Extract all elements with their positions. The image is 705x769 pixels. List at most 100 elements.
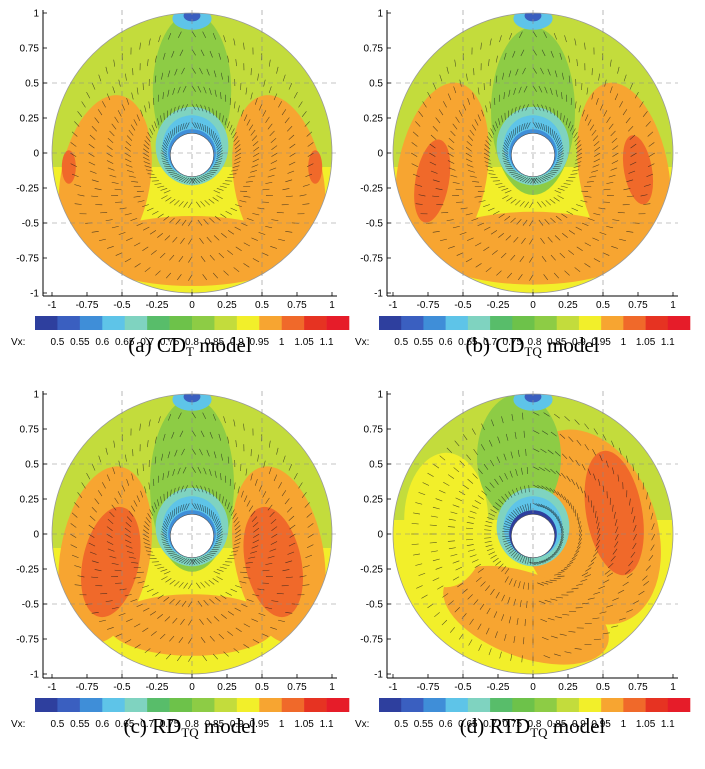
velocity-vector xyxy=(246,218,254,221)
contour-lobe-bottom xyxy=(443,565,609,665)
velocity-vector xyxy=(246,119,251,126)
velocity-vector xyxy=(161,158,169,162)
velocity-vector xyxy=(223,270,229,276)
velocity-vector xyxy=(212,32,216,40)
velocity-vector xyxy=(507,135,511,142)
velocity-vector xyxy=(237,105,240,113)
velocity-vector xyxy=(180,237,185,244)
velocity-vector xyxy=(522,67,526,75)
velocity-vector xyxy=(216,536,223,541)
velocity-vector xyxy=(243,644,250,649)
velocity-vector xyxy=(576,439,582,446)
velocity-vector xyxy=(631,507,634,515)
velocity-vector xyxy=(477,495,484,500)
velocity-vector xyxy=(493,210,500,215)
velocity-vector xyxy=(178,201,184,207)
velocity-vector xyxy=(541,430,549,435)
velocity-vector xyxy=(416,585,423,589)
velocity-vector xyxy=(98,74,102,82)
velocity-vector xyxy=(413,512,420,515)
velocity-vector xyxy=(89,551,97,555)
velocity-vector xyxy=(143,542,151,546)
velocity-vector xyxy=(522,123,526,131)
velocity-vector xyxy=(155,270,161,276)
velocity-vector xyxy=(550,50,554,58)
velocity-vector xyxy=(199,237,204,244)
velocity-vector xyxy=(458,110,463,117)
velocity-vector xyxy=(540,237,545,244)
velocity-vector xyxy=(271,152,278,157)
legend-swatch xyxy=(645,316,669,330)
velocity-vector xyxy=(208,171,216,174)
velocity-vector xyxy=(611,625,619,628)
velocity-vector xyxy=(537,104,541,111)
velocity-vector xyxy=(485,585,491,592)
velocity-vector xyxy=(495,55,498,63)
velocity-vector xyxy=(163,544,170,547)
velocity-vector xyxy=(213,451,217,459)
velocity-vector xyxy=(508,89,511,97)
velocity-vector xyxy=(175,218,181,225)
velocity-vector xyxy=(418,492,426,495)
velocity-vector xyxy=(521,467,523,475)
velocity-vector xyxy=(171,50,175,58)
velocity-vector xyxy=(231,550,239,553)
y-tick-label: -0.25 xyxy=(360,184,383,195)
velocity-vector xyxy=(490,230,498,235)
velocity-vector xyxy=(229,124,233,132)
velocity-vector xyxy=(140,490,144,498)
velocity-vector xyxy=(568,75,571,83)
velocity-vector xyxy=(107,548,115,552)
velocity-vector xyxy=(519,201,525,207)
velocity-vector xyxy=(490,128,495,135)
velocity-vector xyxy=(626,179,634,183)
velocity-vector xyxy=(177,125,180,133)
velocity-vector xyxy=(477,468,483,475)
velocity-vector xyxy=(167,451,171,459)
velocity-vector xyxy=(71,554,79,558)
velocity-vector xyxy=(466,527,474,530)
velocity-vector xyxy=(584,444,589,451)
velocity-vector xyxy=(234,157,241,161)
velocity-vector xyxy=(502,195,509,200)
velocity-vector xyxy=(643,203,651,205)
velocity-vector xyxy=(504,472,508,480)
velocity-vector xyxy=(216,528,223,534)
caption-suffix: model xyxy=(548,714,606,738)
velocity-vector xyxy=(124,258,132,263)
velocity-vector xyxy=(181,504,185,512)
velocity-vector xyxy=(209,254,215,261)
velocity-vector xyxy=(477,114,481,121)
velocity-vector xyxy=(271,533,278,538)
velocity-vector xyxy=(521,655,523,663)
velocity-vector xyxy=(172,617,178,624)
velocity-vector xyxy=(282,455,286,463)
velocity-vector xyxy=(434,612,440,618)
velocity-vector xyxy=(477,222,485,226)
velocity-vector xyxy=(565,118,568,126)
velocity-vector xyxy=(524,201,529,208)
velocity-vector xyxy=(234,538,241,542)
velocity-vector xyxy=(518,125,521,133)
velocity-vector xyxy=(454,440,460,447)
velocity-vector xyxy=(180,104,184,112)
velocity-vector xyxy=(500,252,507,259)
velocity-vector xyxy=(595,510,597,518)
velocity-vector xyxy=(532,177,537,184)
velocity-vector xyxy=(614,519,618,526)
velocity-vector xyxy=(143,525,150,531)
velocity-vector xyxy=(307,533,314,538)
velocity-vector xyxy=(147,554,155,556)
velocity-vector xyxy=(168,32,172,40)
velocity-vector xyxy=(503,160,511,164)
velocity-vector xyxy=(154,121,157,129)
velocity-vector xyxy=(178,412,182,420)
velocity-vector xyxy=(179,430,184,438)
y-tick-label: 0.5 xyxy=(369,79,383,90)
velocity-vector xyxy=(97,109,103,116)
velocity-vector xyxy=(192,177,198,184)
velocity-vector xyxy=(74,502,80,508)
velocity-vectors xyxy=(70,31,314,281)
velocity-vector xyxy=(571,587,579,590)
legend-level: 0.5 xyxy=(50,337,64,348)
